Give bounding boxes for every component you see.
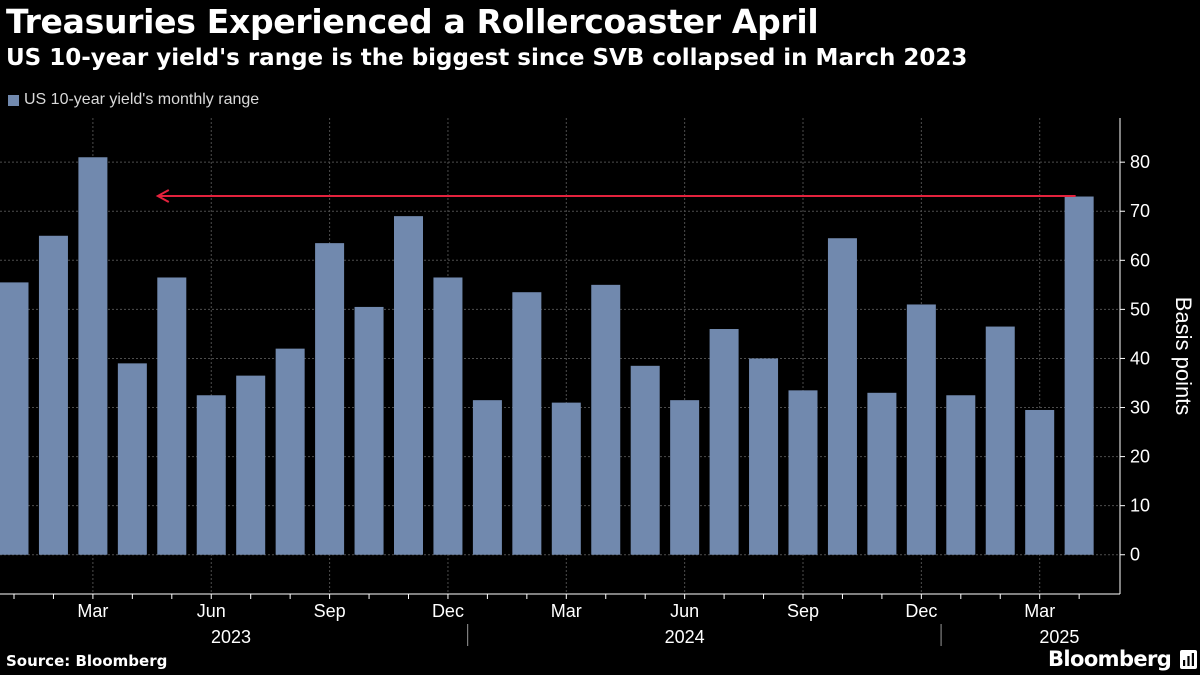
bar (630, 365, 660, 555)
y-tick-label: 0 (1130, 545, 1140, 565)
y-tick-label: 60 (1130, 250, 1150, 270)
chart-subtitle: US 10-year yield's range is the biggest … (6, 45, 968, 71)
bar (0, 282, 29, 555)
y-tick-label: 10 (1130, 496, 1150, 516)
bar (985, 326, 1015, 555)
x-tick-label: Mar (1024, 601, 1055, 621)
bar (78, 157, 108, 555)
y-tick-label: 40 (1130, 348, 1150, 368)
x-tick-label: Dec (905, 601, 937, 621)
y-tick-label: 30 (1130, 398, 1150, 418)
y-tick-label: 50 (1130, 299, 1150, 319)
bar (354, 306, 384, 555)
bar (394, 216, 423, 555)
bar (275, 348, 305, 555)
bar (38, 235, 68, 555)
bar (906, 304, 936, 555)
bar (472, 400, 502, 555)
bar (196, 395, 226, 555)
bar (709, 329, 739, 555)
x-tick-label: Jun (197, 601, 226, 621)
x-year-label: 2023 (211, 627, 251, 647)
legend-label: US 10-year yield's monthly range (24, 91, 260, 108)
bar (867, 392, 897, 555)
y-tick-label: 70 (1130, 201, 1150, 221)
brand-name: Bloomberg (1048, 647, 1172, 671)
y-tick-label: 80 (1130, 152, 1150, 172)
x-year-label: 2024 (665, 627, 705, 647)
bar (827, 238, 857, 555)
bar (236, 375, 266, 555)
bar (788, 390, 818, 555)
x-tick-label: Dec (432, 601, 464, 621)
x-tick-label: Jun (670, 601, 699, 621)
bar (670, 400, 700, 555)
y-tick-label: 20 (1130, 447, 1150, 467)
x-tick-label: Sep (314, 601, 346, 621)
legend: US 10-year yield's monthly range (8, 91, 259, 109)
x-tick-label: Sep (787, 601, 819, 621)
x-tick-label: Mar (551, 601, 582, 621)
legend-swatch (8, 94, 19, 106)
brand-logo: Bloomberg (1048, 647, 1198, 671)
bar (315, 243, 345, 555)
x-tick-label: Mar (77, 601, 108, 621)
bar (551, 402, 581, 555)
bar (591, 284, 621, 555)
chart-title: Treasuries Experienced a Rollercoaster A… (6, 2, 819, 41)
x-year-label: 2025 (1039, 627, 1079, 647)
bar (946, 395, 976, 555)
bar (512, 292, 542, 555)
source-note: Source: Bloomberg (6, 652, 168, 670)
bar (749, 358, 779, 555)
y-axis-label: Basis points (1171, 297, 1196, 416)
bar (1025, 409, 1055, 555)
bar (157, 277, 187, 555)
bloomberg-chart-icon (1180, 649, 1198, 669)
annotation-arrow-head (155, 189, 170, 203)
bar (433, 277, 463, 555)
bar (1064, 196, 1094, 555)
bar (117, 363, 147, 555)
